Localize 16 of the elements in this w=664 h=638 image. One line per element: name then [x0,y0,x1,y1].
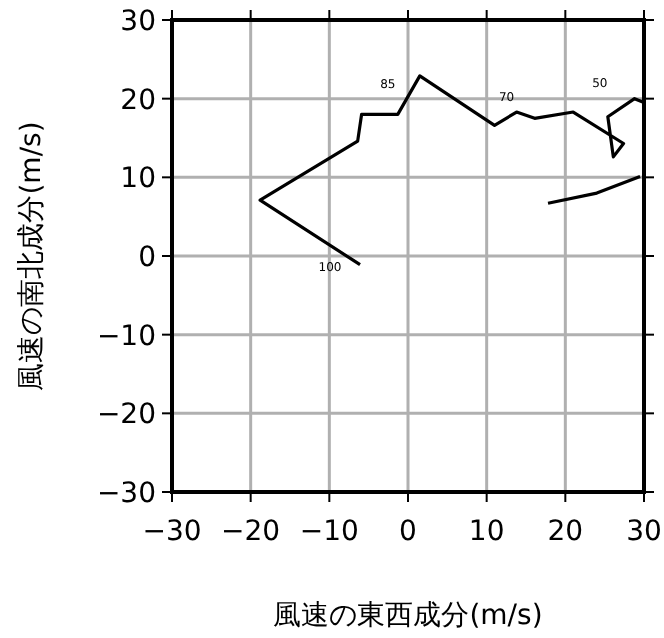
x-tick-label: 10 [468,516,505,548]
x-tick-label: 20 [547,516,584,548]
y-tick-label: −30 [96,478,156,510]
y-tick-label: 10 [120,163,156,196]
y-tick-label: 20 [120,84,156,117]
x-tick-label: −10 [299,516,359,548]
x-tick-label: 30 [626,516,662,548]
y-axis-title: 風速の南北成分(m/s) [16,121,48,391]
x-tick-label: 0 [399,516,417,548]
y-tick-label: −10 [96,320,156,353]
y-tick-label: −20 [96,399,156,432]
y-tick-label: 30 [120,6,156,38]
x-axis-title: 風速の東西成分(m/s) [273,600,543,632]
x-tick-label: −30 [142,516,202,548]
x-tick-label: −20 [221,516,281,548]
y-tick-label: 0 [138,242,156,274]
